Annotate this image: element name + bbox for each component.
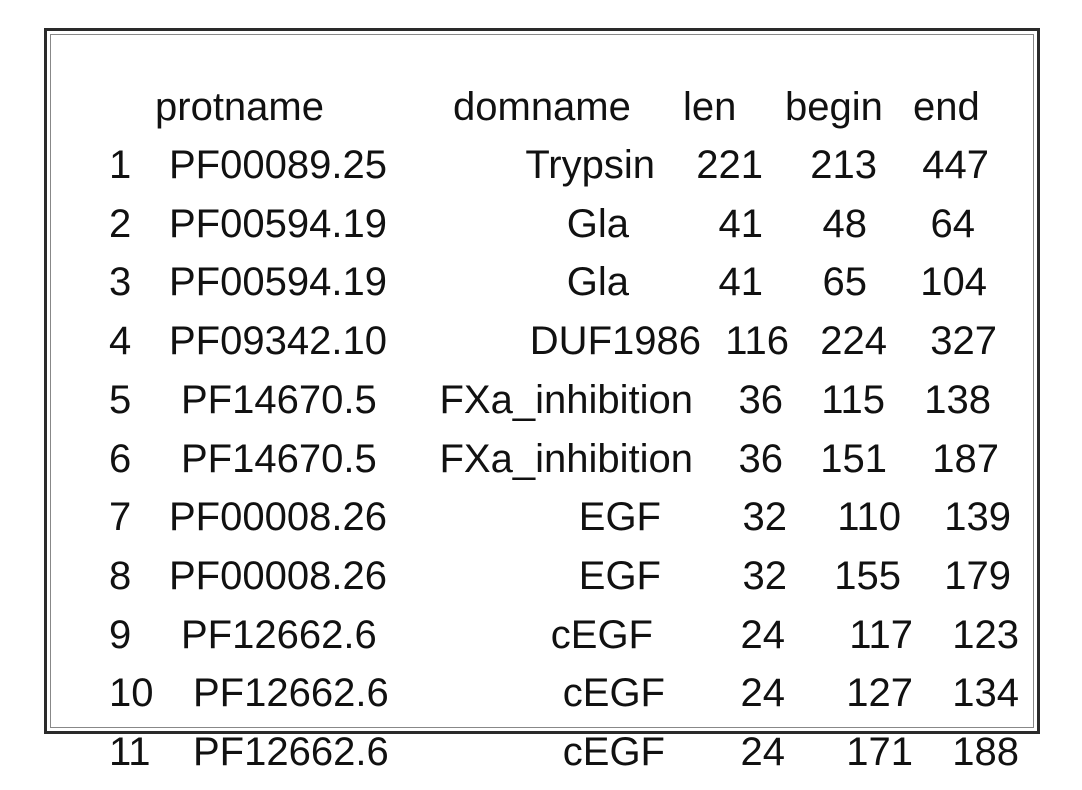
row-index: 4 [109, 319, 132, 364]
table-row: 7 PF00008.26 EGF 32 110 139 [47, 497, 1037, 555]
cell-end: 327 [930, 319, 997, 364]
header-end: end [913, 85, 980, 129]
cell-end: 123 [952, 612, 1019, 657]
cell-begin: 171 [846, 730, 913, 774]
table-frame: protname domname len begin end 1 PF00089.… [44, 28, 1040, 772]
table-row: 4 PF09342.10 DUF1986 116 224 327 [47, 321, 1037, 379]
cell-end: 138 [924, 377, 991, 422]
cell-len: 116 [725, 319, 789, 364]
cell-domname: DUF1986 [529, 319, 701, 364]
cell-begin: 127 [846, 671, 913, 716]
table-row: 1 PF00089.25 Trypsin 221 213 447 [47, 145, 1037, 203]
cell-protname: PF14670.5 [181, 377, 377, 422]
header-protname: protname [155, 85, 324, 129]
cell-len: 24 [740, 671, 786, 716]
cell-domname: FXa_inhibition [439, 436, 694, 481]
table-row: 5 PF14670.5 FXa_inhibition 36 115 138 [47, 380, 1037, 438]
header-begin: begin [785, 85, 883, 129]
row-index: 6 [109, 436, 132, 481]
cell-domname: FXa_inhibition [439, 377, 694, 422]
cell-len: 36 [738, 436, 784, 481]
header-len: len [683, 85, 737, 129]
cell-protname: PF12662.6 [193, 671, 389, 716]
cell-domname: Gla [566, 201, 629, 246]
table-row: 8 PF00008.26 EGF 32 155 179 [47, 556, 1037, 614]
row-index: 9 [109, 612, 132, 657]
header-domname: domname [453, 85, 631, 129]
cell-len: 36 [738, 377, 784, 422]
cell-domname: cEGF [562, 671, 665, 716]
header-row: protname domname len begin end [47, 87, 1037, 145]
table-row: 10 PF12662.6 cEGF 24 127 134 [47, 673, 1037, 731]
cell-end: 187 [932, 436, 999, 481]
cell-len: 32 [742, 495, 788, 540]
table-row: 9 PF12662.6 cEGF 24 117 123 [47, 615, 1037, 673]
cell-protname: PF09342.10 [169, 319, 387, 364]
row-index: 5 [109, 377, 132, 422]
cell-len: 41 [718, 260, 764, 305]
cell-domname: cEGF [562, 730, 665, 774]
cell-protname: PF00594.19 [169, 201, 387, 246]
cell-protname: PF00089.25 [169, 143, 387, 187]
cell-end: 447 [922, 143, 989, 187]
cell-end: 188 [952, 730, 1019, 774]
cell-begin: 117 [849, 612, 913, 657]
cell-end: 64 [930, 201, 976, 246]
table-row: 6 PF14670.5 FXa_inhibition 36 151 187 [47, 439, 1037, 497]
cell-protname: PF12662.6 [193, 730, 389, 774]
cell-domname: Gla [566, 260, 629, 305]
cell-begin: 115 [821, 377, 885, 422]
cell-domname: cEGF [550, 612, 653, 657]
row-index: 11 [109, 730, 151, 774]
table-row: 2 PF00594.19 Gla 41 48 64 [47, 204, 1037, 262]
cell-len: 221 [696, 143, 763, 187]
row-index: 2 [109, 201, 132, 246]
cell-domname: EGF [578, 495, 661, 540]
row-index: 3 [109, 260, 132, 305]
row-index: 7 [109, 495, 132, 540]
cell-end: 134 [952, 671, 1019, 716]
cell-begin: 65 [822, 260, 868, 305]
cell-domname: EGF [578, 553, 661, 598]
cell-end: 179 [944, 553, 1011, 598]
cell-len: 41 [718, 201, 764, 246]
cell-begin: 213 [810, 143, 877, 187]
cell-begin: 155 [834, 553, 901, 598]
cell-protname: PF00008.26 [169, 495, 387, 540]
row-index: 10 [109, 671, 154, 716]
cell-len: 24 [740, 730, 786, 774]
row-index: 1 [109, 143, 132, 187]
cell-begin: 151 [820, 436, 887, 481]
cell-protname: PF12662.6 [181, 612, 377, 657]
cell-protname: PF00008.26 [169, 553, 387, 598]
table-row: 3 PF00594.19 Gla 41 65 104 [47, 262, 1037, 320]
table-row: 11 PF12662.6 cEGF 24 171 188 [47, 732, 1037, 790]
cell-protname: PF00594.19 [169, 260, 387, 305]
cell-begin: 48 [822, 201, 868, 246]
cell-begin: 224 [820, 319, 887, 364]
cell-len: 32 [742, 553, 788, 598]
cell-domname: Trypsin [525, 143, 655, 187]
table-frame-inner-border [50, 34, 1034, 728]
cell-begin: 110 [837, 495, 901, 540]
row-index: 8 [109, 553, 132, 598]
cell-len: 24 [740, 612, 786, 657]
cell-protname: PF14670.5 [181, 436, 377, 481]
cell-end: 104 [920, 260, 987, 305]
cell-end: 139 [944, 495, 1011, 540]
